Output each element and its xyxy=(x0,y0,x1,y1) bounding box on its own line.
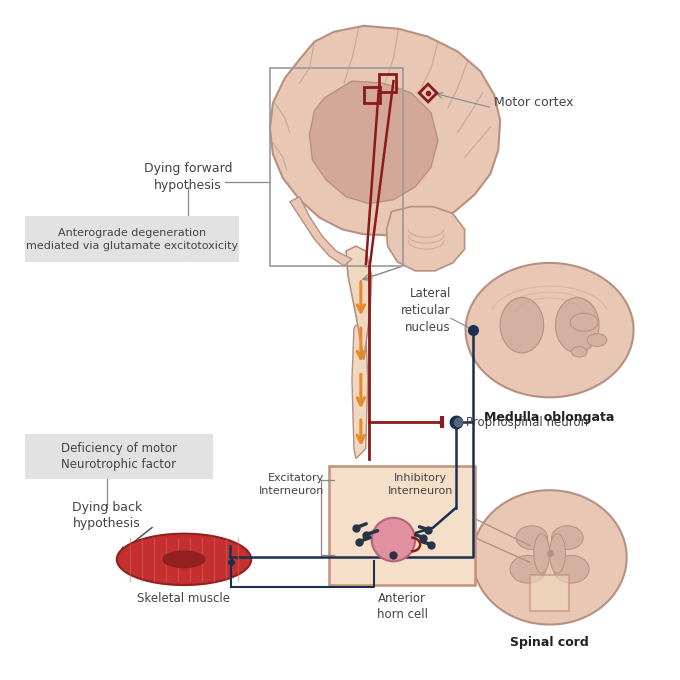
Polygon shape xyxy=(556,298,599,353)
Text: Lateral
reticular
nucleus: Lateral reticular nucleus xyxy=(401,287,451,334)
Polygon shape xyxy=(309,81,438,203)
Ellipse shape xyxy=(571,347,587,357)
Polygon shape xyxy=(117,534,251,585)
Text: Deficiency of motor
Neurotrophic factor: Deficiency of motor Neurotrophic factor xyxy=(61,442,177,471)
Text: Anterograde degeneration
mediated via glutamate excitotoxicity: Anterograde degeneration mediated via gl… xyxy=(26,228,238,251)
Bar xyxy=(379,74,396,92)
Text: Dying forward
hypothesis: Dying forward hypothesis xyxy=(143,162,232,192)
Text: Excitatory
Interneuron: Excitatory Interneuron xyxy=(259,473,324,496)
Text: Propriospinal neuron: Propriospinal neuron xyxy=(466,415,588,428)
Polygon shape xyxy=(473,490,627,624)
Bar xyxy=(329,466,475,585)
Circle shape xyxy=(372,518,415,561)
Polygon shape xyxy=(270,26,500,235)
Bar xyxy=(530,575,569,611)
Polygon shape xyxy=(500,298,543,353)
Bar xyxy=(270,68,403,266)
FancyBboxPatch shape xyxy=(25,216,239,262)
Polygon shape xyxy=(346,246,372,360)
Polygon shape xyxy=(510,556,545,583)
Polygon shape xyxy=(466,263,634,397)
Polygon shape xyxy=(534,534,549,573)
Text: Medulla oblongata: Medulla oblongata xyxy=(484,411,615,424)
Polygon shape xyxy=(516,526,547,549)
Ellipse shape xyxy=(571,313,598,331)
Text: Anterior
horn cell: Anterior horn cell xyxy=(377,592,428,621)
Polygon shape xyxy=(352,325,368,458)
Polygon shape xyxy=(290,197,352,266)
Ellipse shape xyxy=(587,334,607,346)
Text: Skeletal muscle: Skeletal muscle xyxy=(137,592,231,605)
Polygon shape xyxy=(551,526,583,549)
Polygon shape xyxy=(163,550,206,568)
Polygon shape xyxy=(549,534,565,573)
Polygon shape xyxy=(386,207,464,271)
Text: Dying back
hypothesis: Dying back hypothesis xyxy=(72,501,142,530)
Text: Inhibitory
Interneuron: Inhibitory Interneuron xyxy=(388,473,453,496)
Bar xyxy=(364,87,379,103)
FancyBboxPatch shape xyxy=(25,434,213,479)
Text: Spinal cord: Spinal cord xyxy=(510,636,589,649)
Text: Motor cortex: Motor cortex xyxy=(494,97,574,109)
Polygon shape xyxy=(554,556,589,583)
